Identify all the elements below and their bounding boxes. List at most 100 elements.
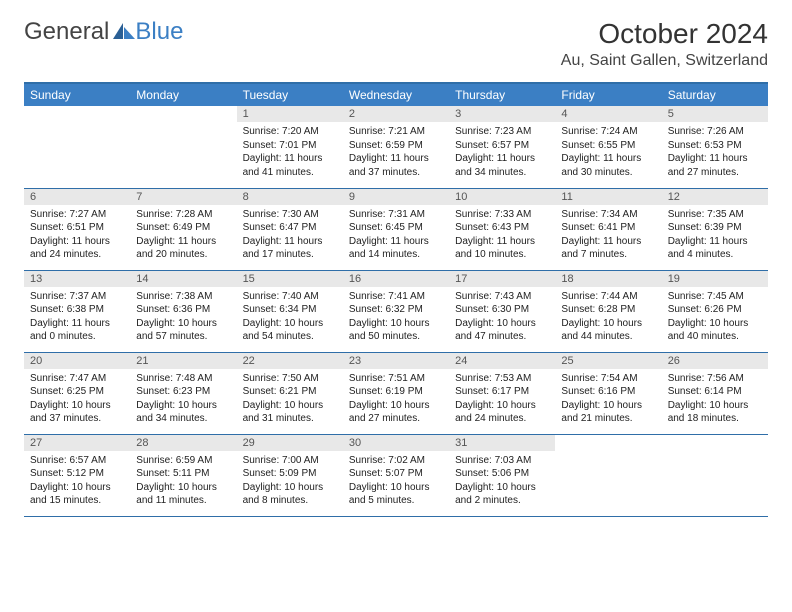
day-details: Sunrise: 7:31 AMSunset: 6:45 PMDaylight:… [343,205,449,266]
calendar-day: 18Sunrise: 7:44 AMSunset: 6:28 PMDayligh… [555,270,661,352]
daylight-text: Daylight: 10 hours and 47 minutes. [455,317,549,344]
sunrise-text: Sunrise: 7:33 AM [455,208,549,222]
day-number: 8 [237,189,343,205]
calendar-day: 17Sunrise: 7:43 AMSunset: 6:30 PMDayligh… [449,270,555,352]
day-details: Sunrise: 7:34 AMSunset: 6:41 PMDaylight:… [555,205,661,266]
day-number: 23 [343,353,449,369]
day-header: Sunday [24,84,130,106]
calendar-day: 27Sunrise: 6:57 AMSunset: 5:12 PMDayligh… [24,434,130,516]
daylight-text: Daylight: 10 hours and 40 minutes. [668,317,762,344]
sunset-text: Sunset: 6:16 PM [561,385,655,399]
header: General Blue October 2024 Au, Saint Gall… [24,18,768,70]
sunset-text: Sunset: 5:07 PM [349,467,443,481]
daylight-text: Daylight: 11 hours and 34 minutes. [455,152,549,179]
daylight-text: Daylight: 11 hours and 7 minutes. [561,235,655,262]
day-number: 24 [449,353,555,369]
calendar-day-empty [130,106,236,188]
title-block: October 2024 Au, Saint Gallen, Switzerla… [561,18,768,70]
day-number: 25 [555,353,661,369]
sunrise-text: Sunrise: 7:23 AM [455,125,549,139]
sunset-text: Sunset: 6:47 PM [243,221,337,235]
calendar-day: 29Sunrise: 7:00 AMSunset: 5:09 PMDayligh… [237,434,343,516]
sunset-text: Sunset: 6:53 PM [668,139,762,153]
sunrise-text: Sunrise: 7:47 AM [30,372,124,386]
sunset-text: Sunset: 6:28 PM [561,303,655,317]
day-number: 5 [662,106,768,122]
sunrise-text: Sunrise: 7:35 AM [668,208,762,222]
sunrise-text: Sunrise: 7:00 AM [243,454,337,468]
brand-name-a: General [24,18,109,46]
day-details: Sunrise: 7:44 AMSunset: 6:28 PMDaylight:… [555,287,661,348]
sunrise-text: Sunrise: 6:57 AM [30,454,124,468]
sunset-text: Sunset: 7:01 PM [243,139,337,153]
day-details: Sunrise: 7:53 AMSunset: 6:17 PMDaylight:… [449,369,555,430]
sunset-text: Sunset: 6:17 PM [455,385,549,399]
daylight-text: Daylight: 10 hours and 44 minutes. [561,317,655,344]
calendar-day: 23Sunrise: 7:51 AMSunset: 6:19 PMDayligh… [343,352,449,434]
sunset-text: Sunset: 5:11 PM [136,467,230,481]
calendar-day: 19Sunrise: 7:45 AMSunset: 6:26 PMDayligh… [662,270,768,352]
location: Au, Saint Gallen, Switzerland [561,52,768,70]
day-details: Sunrise: 7:41 AMSunset: 6:32 PMDaylight:… [343,287,449,348]
sunrise-text: Sunrise: 7:28 AM [136,208,230,222]
sunrise-text: Sunrise: 7:02 AM [349,454,443,468]
day-details: Sunrise: 7:51 AMSunset: 6:19 PMDaylight:… [343,369,449,430]
day-header: Wednesday [343,84,449,106]
daylight-text: Daylight: 10 hours and 37 minutes. [30,399,124,426]
calendar-day: 4Sunrise: 7:24 AMSunset: 6:55 PMDaylight… [555,106,661,188]
day-number: 16 [343,271,449,287]
sunset-text: Sunset: 5:12 PM [30,467,124,481]
sunset-text: Sunset: 6:23 PM [136,385,230,399]
calendar-day: 13Sunrise: 7:37 AMSunset: 6:38 PMDayligh… [24,270,130,352]
day-details: Sunrise: 7:56 AMSunset: 6:14 PMDaylight:… [662,369,768,430]
month-title: October 2024 [561,18,768,50]
day-number: 30 [343,435,449,451]
day-details: Sunrise: 7:02 AMSunset: 5:07 PMDaylight:… [343,451,449,512]
calendar-week: 13Sunrise: 7:37 AMSunset: 6:38 PMDayligh… [24,270,768,352]
day-number: 26 [662,353,768,369]
calendar-day: 16Sunrise: 7:41 AMSunset: 6:32 PMDayligh… [343,270,449,352]
daylight-text: Daylight: 10 hours and 24 minutes. [455,399,549,426]
calendar-day-empty [662,434,768,516]
daylight-text: Daylight: 10 hours and 27 minutes. [349,399,443,426]
calendar-day: 20Sunrise: 7:47 AMSunset: 6:25 PMDayligh… [24,352,130,434]
day-details: Sunrise: 7:27 AMSunset: 6:51 PMDaylight:… [24,205,130,266]
day-number: 18 [555,271,661,287]
sunset-text: Sunset: 6:57 PM [455,139,549,153]
daylight-text: Daylight: 11 hours and 14 minutes. [349,235,443,262]
day-details: Sunrise: 7:40 AMSunset: 6:34 PMDaylight:… [237,287,343,348]
calendar-day: 21Sunrise: 7:48 AMSunset: 6:23 PMDayligh… [130,352,236,434]
day-details: Sunrise: 7:43 AMSunset: 6:30 PMDaylight:… [449,287,555,348]
day-number: 4 [555,106,661,122]
calendar-day: 28Sunrise: 6:59 AMSunset: 5:11 PMDayligh… [130,434,236,516]
sunset-text: Sunset: 6:21 PM [243,385,337,399]
sunset-text: Sunset: 6:41 PM [561,221,655,235]
day-number: 10 [449,189,555,205]
day-details: Sunrise: 6:57 AMSunset: 5:12 PMDaylight:… [24,451,130,512]
day-number: 7 [130,189,236,205]
day-number: 13 [24,271,130,287]
sunset-text: Sunset: 6:36 PM [136,303,230,317]
daylight-text: Daylight: 11 hours and 41 minutes. [243,152,337,179]
sunset-text: Sunset: 6:43 PM [455,221,549,235]
calendar-day: 11Sunrise: 7:34 AMSunset: 6:41 PMDayligh… [555,188,661,270]
calendar-day: 22Sunrise: 7:50 AMSunset: 6:21 PMDayligh… [237,352,343,434]
day-details: Sunrise: 7:50 AMSunset: 6:21 PMDaylight:… [237,369,343,430]
sunrise-text: Sunrise: 6:59 AM [136,454,230,468]
sunrise-text: Sunrise: 7:43 AM [455,290,549,304]
daylight-text: Daylight: 10 hours and 21 minutes. [561,399,655,426]
daylight-text: Daylight: 10 hours and 34 minutes. [136,399,230,426]
day-number: 6 [24,189,130,205]
daylight-text: Daylight: 10 hours and 8 minutes. [243,481,337,508]
calendar-day: 7Sunrise: 7:28 AMSunset: 6:49 PMDaylight… [130,188,236,270]
day-details: Sunrise: 7:24 AMSunset: 6:55 PMDaylight:… [555,122,661,183]
day-number: 1 [237,106,343,122]
day-number: 11 [555,189,661,205]
day-number: 27 [24,435,130,451]
day-header: Monday [130,84,236,106]
day-details: Sunrise: 7:47 AMSunset: 6:25 PMDaylight:… [24,369,130,430]
sunset-text: Sunset: 6:25 PM [30,385,124,399]
sunset-text: Sunset: 6:34 PM [243,303,337,317]
day-header: Thursday [449,84,555,106]
sunrise-text: Sunrise: 7:31 AM [349,208,443,222]
